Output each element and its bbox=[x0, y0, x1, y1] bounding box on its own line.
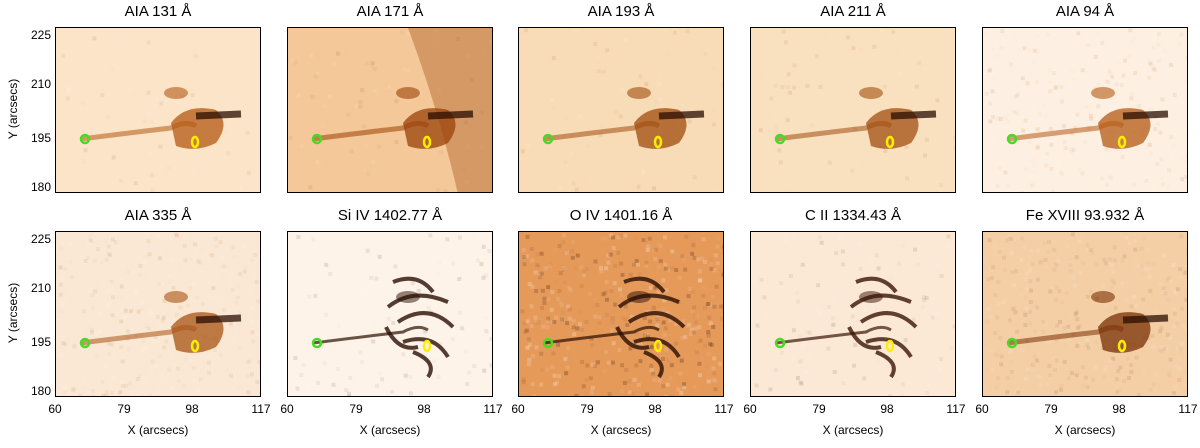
y-tick-label: 180 bbox=[30, 180, 51, 194]
solar-image bbox=[983, 232, 1187, 396]
x-axis-label: X (arcsecs) bbox=[127, 423, 189, 437]
image-panel bbox=[55, 231, 261, 397]
panel-title: Fe XVIII 93.932 Å bbox=[1025, 207, 1145, 224]
solar-image bbox=[288, 232, 492, 396]
solar-image bbox=[56, 232, 260, 396]
x-tick-label: 79 bbox=[349, 402, 363, 416]
y-tick-label: 225 bbox=[30, 232, 51, 246]
panel-title: C II 1334.43 Å bbox=[805, 207, 901, 224]
x-tick-label: 98 bbox=[185, 402, 199, 416]
x-tick-label: 60 bbox=[280, 402, 294, 416]
x-tick-label: 60 bbox=[743, 402, 757, 416]
image-panel bbox=[518, 231, 724, 397]
panel-title: Si IV 1402.77 Å bbox=[337, 207, 443, 224]
solar-image bbox=[751, 28, 955, 192]
y-axis-label: Y (arcsecs) bbox=[6, 78, 20, 140]
x-tick-label: 98 bbox=[417, 402, 431, 416]
x-axis-label: X (arcsecs) bbox=[822, 423, 884, 437]
solar-image bbox=[519, 28, 723, 192]
image-panel bbox=[750, 27, 956, 193]
x-tick-label: 60 bbox=[511, 402, 525, 416]
y-tick-label: 195 bbox=[30, 131, 51, 145]
y-tick-label: 195 bbox=[30, 335, 51, 349]
x-tick-label: 79 bbox=[580, 402, 594, 416]
x-tick-label: 79 bbox=[117, 402, 131, 416]
image-panel bbox=[287, 231, 493, 397]
panel-title: AIA 211 Å bbox=[820, 3, 886, 20]
x-axis-label: X (arcsecs) bbox=[590, 423, 652, 437]
y-tick-label: 180 bbox=[30, 384, 51, 398]
solar-image bbox=[519, 232, 723, 396]
x-axis-label: X (arcsecs) bbox=[359, 423, 421, 437]
x-tick-label: 98 bbox=[1112, 402, 1126, 416]
panel-title: O IV 1401.16 Å bbox=[569, 207, 673, 224]
image-panel bbox=[55, 27, 261, 193]
x-tick-label: 79 bbox=[1044, 402, 1058, 416]
image-panel bbox=[982, 231, 1188, 397]
x-tick-label: 79 bbox=[812, 402, 826, 416]
image-panel bbox=[750, 231, 956, 397]
y-tick-label: 210 bbox=[30, 281, 51, 295]
solar-image bbox=[288, 28, 492, 192]
y-axis-label: Y (arcsecs) bbox=[6, 282, 20, 344]
image-panel bbox=[982, 27, 1188, 193]
panel-title: AIA 193 Å bbox=[587, 3, 655, 20]
y-tick-label: 225 bbox=[30, 28, 51, 42]
x-tick-label: 98 bbox=[880, 402, 894, 416]
x-tick-label: 117 bbox=[946, 402, 966, 416]
image-panel bbox=[518, 27, 724, 193]
x-tick-label: 60 bbox=[975, 402, 989, 416]
solar-image bbox=[751, 232, 955, 396]
x-tick-label: 98 bbox=[648, 402, 662, 416]
solar-image bbox=[56, 28, 260, 192]
solar-image bbox=[983, 28, 1187, 192]
image-panel bbox=[287, 27, 493, 193]
x-tick-label: 117 bbox=[483, 402, 503, 416]
panel-title: AIA 171 Å bbox=[356, 3, 424, 20]
panel-title: AIA 94 Å bbox=[1055, 3, 1115, 20]
y-tick-label: 210 bbox=[30, 77, 51, 91]
panel-title: AIA 335 Å bbox=[124, 207, 192, 224]
panel-title: AIA 131 Å bbox=[124, 3, 192, 20]
x-tick-label: 117 bbox=[251, 402, 271, 416]
x-tick-label: 117 bbox=[1178, 402, 1198, 416]
x-axis-label: X (arcsecs) bbox=[1054, 423, 1116, 437]
x-tick-label: 60 bbox=[48, 402, 62, 416]
x-tick-label: 117 bbox=[714, 402, 734, 416]
